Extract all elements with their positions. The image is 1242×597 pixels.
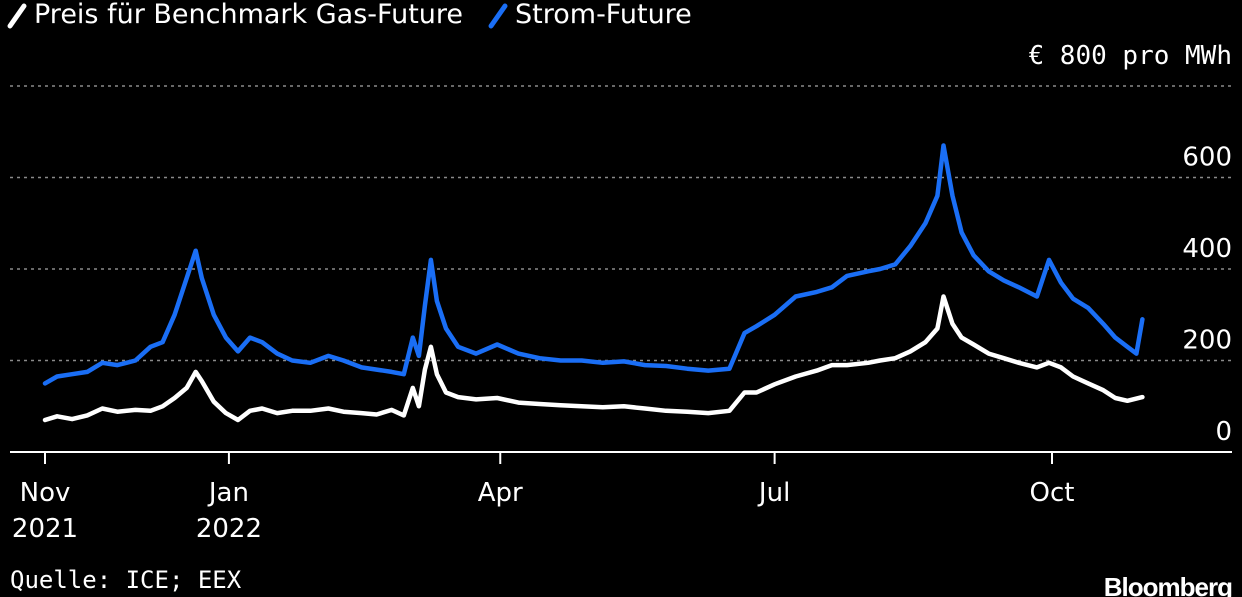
x-tick-sublabel: 2022 [196,514,262,544]
y-tick-label: 400 [1182,234,1232,264]
x-tick-label: Jul [757,478,790,508]
legend-swatch-power [488,3,508,29]
legend-label-power: Strom-Future [515,0,692,30]
x-tick-label: Oct [1030,478,1075,508]
x-tick-label: Jan [207,478,249,508]
y-axis: 600 400 200 0 [1182,143,1232,448]
series-line-power [42,143,1145,386]
source-note: Quelle: ICE; EEX [10,566,242,594]
y-tick-label: 200 [1182,326,1232,356]
series [42,143,1145,423]
legend-label-gas: Preis für Benchmark Gas-Future [34,0,463,30]
x-tick-sublabel: 2021 [12,514,78,544]
y-tick-label: 0 [1215,417,1232,447]
x-tick-label: Nov [20,478,71,508]
legend-item-power: Strom-Future [488,0,692,30]
unit-label: € 800 pro MWh [1029,41,1233,71]
legend: Preis für Benchmark Gas-Future Strom-Fut… [7,0,692,30]
y-tick-label: 600 [1182,143,1232,173]
brand-logo: Bloomberg [1104,572,1232,597]
series-line-gas [42,294,1145,423]
legend-swatch-gas [7,3,27,29]
x-axis: Nov 2021 Jan 2022 Apr Jul Oct [12,452,1075,544]
x-tick-label: Apr [478,478,523,508]
legend-item-gas: Preis für Benchmark Gas-Future [7,0,463,30]
grid [10,85,1232,362]
